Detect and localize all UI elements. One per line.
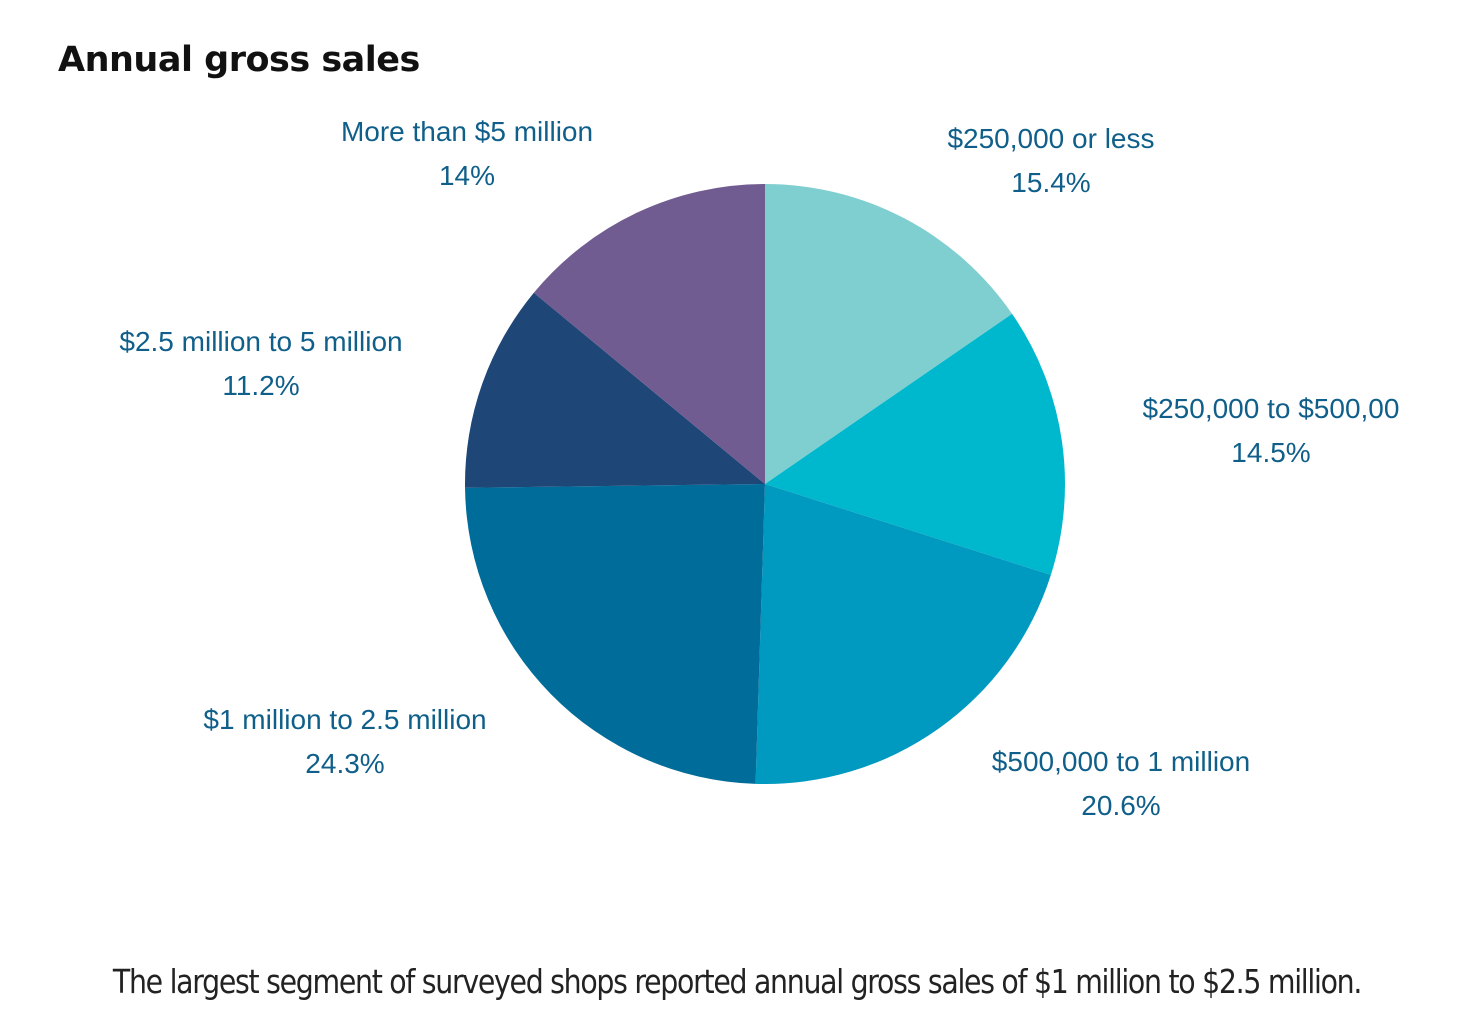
slice-label-more-than-5-million: More than $5 million xyxy=(341,116,593,147)
slice-value-250-000-or-less: 15.4% xyxy=(1011,167,1090,198)
slice-value-500-000-to-1-million: 20.6% xyxy=(1081,790,1160,821)
slice-label-500-000-to-1-million: $500,000 to 1 million xyxy=(992,746,1250,777)
pie-slice-250-000-or-less xyxy=(765,184,1013,484)
slice-label-250-000-to-500-00: $250,000 to $500,00 xyxy=(1143,393,1400,424)
slice-value-250-000-to-500-00: 14.5% xyxy=(1231,437,1310,468)
slice-value-2-5-million-to-5-million: 11.2% xyxy=(222,370,299,401)
pie-slices xyxy=(464,184,1065,784)
pie-slice-250-000-to-500-00 xyxy=(765,313,1065,575)
pie-labels: $250,000 or less 15.4% $250,000 to $500,00… xyxy=(119,116,1399,821)
slice-label-250-000-or-less: $250,000 or less xyxy=(947,123,1154,154)
pie-slice-500-000-to-1-million xyxy=(755,484,1051,784)
slice-label-1-million-to-2-5-million: $1 million to 2.5 million xyxy=(203,704,486,735)
chart-title: Annual gross sales xyxy=(58,40,420,80)
slice-label-2-5-million-to-5-million: $2.5 million to 5 million xyxy=(119,326,402,357)
slice-value-1-million-to-2-5-million: 24.3% xyxy=(305,748,384,779)
pie-slice-1-million-to-2-5-million xyxy=(465,484,765,784)
pie-slice-more-than-5-million xyxy=(533,184,765,484)
slice-value-more-than-5-million: 14% xyxy=(439,160,495,191)
chart-caption: The largest segment of surveyed shops re… xyxy=(112,962,1362,1001)
pie-slice-2-5-million-to-5-million xyxy=(464,292,765,488)
